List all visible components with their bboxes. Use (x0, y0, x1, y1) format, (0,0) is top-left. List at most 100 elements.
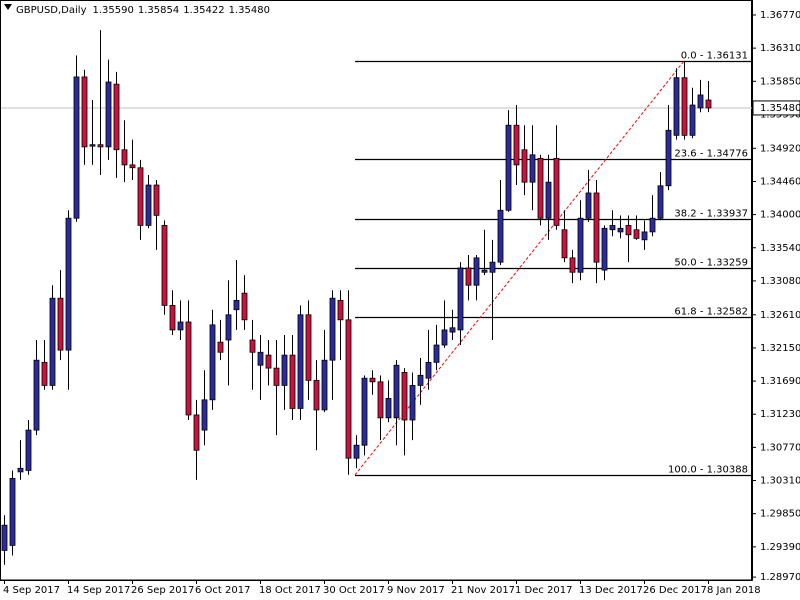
candle-body (129, 164, 136, 169)
candle-body (377, 381, 384, 419)
y-tick-label: 1.32150 (760, 343, 800, 354)
candle-body (225, 314, 232, 341)
x-tick-label: 18 Oct 2017 (259, 585, 321, 596)
candle-body (73, 76, 80, 219)
y-tick-label: 1.32610 (760, 310, 800, 321)
y-tick-label: 1.30770 (760, 442, 800, 453)
candle-body (633, 229, 640, 239)
candle-body (521, 149, 528, 183)
fib-level-label: 23.6 - 1.34776 (674, 149, 748, 160)
y-tick-label: 1.29390 (760, 542, 800, 553)
candle-body (257, 351, 264, 366)
candle-body (417, 374, 424, 386)
candle-body (193, 414, 200, 451)
y-tick-label: 1.36770 (760, 10, 800, 21)
candle-body (425, 361, 432, 379)
x-tick-label: 26 Dec 2017 (643, 585, 707, 596)
candle-body (105, 81, 112, 148)
candle-body (249, 339, 256, 353)
candle-body (593, 192, 600, 263)
candle-body (385, 397, 392, 419)
candle-body (625, 225, 632, 236)
candle-body (161, 225, 168, 306)
header-low: 1.35422 (183, 5, 224, 16)
candle-body (457, 267, 464, 331)
candle-body (185, 321, 192, 416)
symbol-title: GBPUSD,Daily (16, 5, 87, 16)
overlay-layer: 0.0 - 1.36131 23.6 - 1.34776 38.2 - 1.3393… (1, 51, 752, 477)
candle-body (441, 329, 448, 346)
header-close: 1.35480 (229, 5, 270, 16)
candle-body (265, 354, 272, 369)
x-tick-label: 4 Sep 2017 (3, 585, 60, 596)
candle-body (169, 305, 176, 331)
candle-body (577, 217, 584, 273)
candle-body (49, 297, 56, 386)
candle-body (401, 372, 408, 421)
header-icon (4, 4, 12, 10)
candle-layer (1, 30, 712, 565)
candle-body (481, 269, 488, 273)
candle-body (209, 324, 216, 401)
candle-body (289, 354, 296, 409)
candle-body (9, 477, 16, 546)
chart-header: GBPUSD,Daily 1.35590 1.35854 1.35422 1.35480 (16, 5, 270, 16)
x-tick-label: 9 Nov 2017 (387, 585, 445, 596)
candle-body (273, 367, 280, 386)
candle-body (545, 181, 552, 219)
candle-body (641, 231, 648, 241)
candle-body (281, 354, 288, 386)
candle-body (449, 327, 456, 333)
candle-body (337, 299, 344, 321)
candle-body (89, 144, 96, 147)
y-tick-label: 1.34460 (760, 176, 800, 187)
candle-body (97, 144, 104, 148)
header-high: 1.35854 (138, 5, 179, 16)
y-tick-label: 1.36310 (760, 43, 800, 54)
candle-body (465, 267, 472, 286)
candle-body (201, 399, 208, 431)
candle-body (505, 124, 512, 211)
candle-body (313, 379, 320, 411)
x-tick-label: 13 Dec 2017 (579, 585, 643, 596)
candle-body (553, 157, 560, 226)
candle-body (217, 341, 224, 353)
candle-body (33, 359, 40, 431)
candle-body (41, 361, 48, 386)
candle-body (145, 184, 152, 226)
fib-trend-line (354, 60, 685, 476)
candle-body (569, 257, 576, 273)
y-tick-label: 1.28970 (760, 572, 800, 583)
y-tick-label: 1.33080 (760, 276, 800, 287)
candle-body (673, 77, 680, 136)
candle-body (601, 227, 608, 271)
header-open: 1.35590 (93, 5, 134, 16)
candle-body (585, 192, 592, 219)
x-axis-background (0, 581, 753, 600)
fib-level-label: 100.0 - 1.30388 (668, 465, 748, 476)
candle-body (433, 344, 440, 363)
candle-body (1, 524, 8, 551)
candle-body (121, 149, 128, 166)
y-tick-label: 1.31230 (760, 409, 800, 420)
candle-body (489, 261, 496, 273)
fib-level-label: 38.2 - 1.33937 (674, 209, 748, 220)
candle-body (649, 217, 656, 233)
candle-body (113, 83, 120, 151)
x-tick-label: 1 Dec 2017 (515, 585, 573, 596)
candle-body (361, 377, 368, 446)
candle-body (473, 257, 480, 286)
candle-body (513, 124, 520, 166)
x-tick-label: 14 Sep 2017 (67, 585, 130, 596)
candle-body (177, 321, 184, 331)
candle-body (329, 297, 336, 361)
candle-body (57, 297, 64, 351)
candle-body (657, 185, 664, 219)
candle-body (561, 229, 568, 259)
candle-body (537, 157, 544, 219)
candle-body (153, 184, 160, 216)
y-tick-label: 1.34920 (760, 143, 800, 154)
candle-body (353, 444, 360, 459)
